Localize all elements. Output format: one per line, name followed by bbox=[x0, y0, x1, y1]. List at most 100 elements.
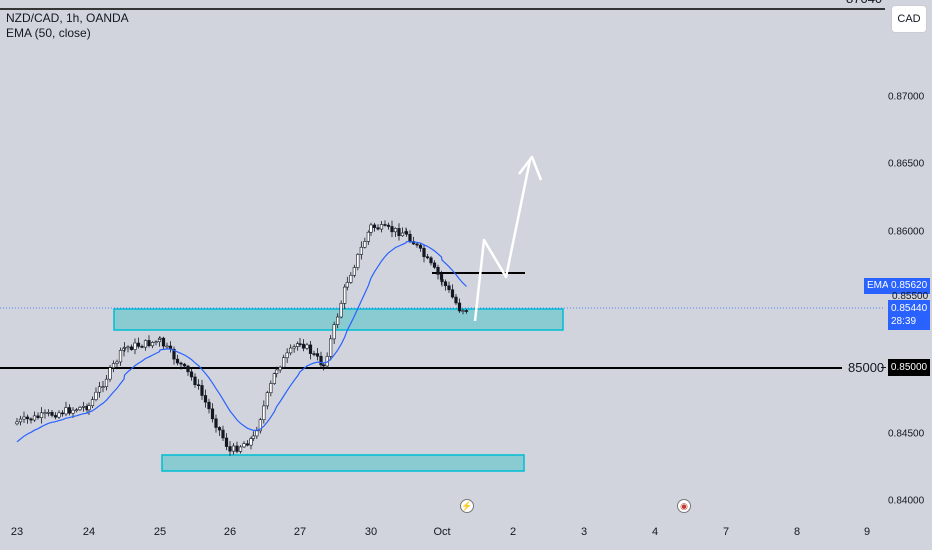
time-tick: 26 bbox=[223, 526, 237, 538]
candle-body bbox=[154, 341, 158, 344]
price-tick: 0.84500 bbox=[888, 428, 925, 440]
time-tick: 23 bbox=[10, 526, 24, 538]
candle-body bbox=[376, 227, 380, 230]
candle-body bbox=[332, 324, 336, 340]
time-tick: 7 bbox=[722, 526, 730, 538]
time-tick: 2 bbox=[509, 526, 517, 538]
candle-body bbox=[393, 228, 398, 233]
candle-body bbox=[64, 407, 68, 415]
candle-body bbox=[29, 418, 33, 421]
level-label-tick bbox=[881, 367, 886, 368]
candle-body bbox=[352, 267, 356, 276]
candle-body bbox=[179, 362, 183, 365]
candle-body bbox=[74, 409, 79, 412]
candle-body bbox=[242, 443, 246, 448]
price-tick: 0.87000 bbox=[888, 91, 925, 103]
candle-body bbox=[129, 346, 134, 350]
candle-body bbox=[60, 412, 65, 415]
candle-body bbox=[104, 378, 109, 387]
lightning-icon[interactable]: ⚡ bbox=[460, 499, 474, 513]
candle-body bbox=[366, 231, 370, 242]
candle-body bbox=[285, 352, 289, 358]
level-price-tag: 0.85000 bbox=[888, 359, 930, 376]
time-tick: 30 bbox=[364, 526, 378, 538]
currency-button[interactable]: CAD bbox=[891, 5, 927, 33]
candle-body bbox=[275, 369, 279, 374]
candle-body bbox=[175, 358, 180, 364]
candle-body bbox=[369, 224, 373, 233]
candle-body bbox=[349, 275, 353, 283]
candle-body bbox=[210, 408, 215, 420]
candle-body bbox=[108, 367, 112, 380]
price-tick: 0.86000 bbox=[888, 226, 925, 238]
candle-body bbox=[432, 262, 437, 268]
candle-body bbox=[379, 224, 384, 230]
candle-body bbox=[329, 338, 333, 357]
symbol-title[interactable]: NZD/CAD, 1h, OANDA bbox=[6, 11, 129, 25]
candle-body bbox=[111, 363, 116, 368]
candle-body bbox=[67, 407, 72, 414]
candle-body bbox=[265, 392, 269, 407]
candle-body bbox=[372, 224, 377, 228]
last-price-value: 0.85440 bbox=[891, 303, 928, 314]
candle-body bbox=[383, 224, 387, 226]
demand-zone-lower[interactable] bbox=[161, 454, 525, 472]
candle-body bbox=[115, 361, 119, 364]
price-tick: 0.84000 bbox=[888, 495, 925, 507]
candle-body bbox=[298, 343, 302, 345]
candle-body bbox=[386, 224, 391, 227]
time-tick: 4 bbox=[651, 526, 659, 538]
candle-body bbox=[203, 395, 208, 403]
candle-body bbox=[322, 364, 326, 367]
candle-body bbox=[282, 357, 286, 368]
candle-body bbox=[461, 310, 465, 312]
candle-body bbox=[140, 346, 144, 348]
candle-body bbox=[464, 310, 469, 312]
candle-body bbox=[57, 412, 61, 418]
candle-body bbox=[186, 365, 190, 373]
candle-body bbox=[39, 412, 44, 418]
time-tick: 27 bbox=[293, 526, 307, 538]
time-tick: Oct bbox=[433, 526, 451, 538]
last-price-tag: 0.85440 28:39 bbox=[888, 300, 930, 330]
candle-body bbox=[161, 337, 166, 347]
projection-arrowhead bbox=[518, 155, 543, 181]
candle-body bbox=[447, 285, 451, 291]
flag-icon[interactable]: ◉ bbox=[677, 499, 691, 513]
candle-body bbox=[189, 371, 194, 378]
candle-body bbox=[46, 412, 51, 414]
candle-body bbox=[269, 383, 273, 394]
candle-body bbox=[278, 366, 282, 371]
candle-body bbox=[143, 340, 148, 348]
candle-body bbox=[126, 346, 130, 349]
candle-body bbox=[228, 446, 232, 452]
projection-arrow[interactable] bbox=[473, 159, 532, 322]
symbol-legend[interactable]: NZD/CAD, 1h, OANDA EMA (50, close) bbox=[6, 11, 129, 41]
candle-body bbox=[71, 409, 75, 414]
candle-body bbox=[390, 226, 394, 233]
candle-body bbox=[158, 337, 162, 340]
ema-tag-value: 0.85620 bbox=[888, 278, 931, 294]
candle-body bbox=[118, 350, 123, 363]
candle-body bbox=[193, 376, 197, 386]
hidden-price-label: 0.85500 bbox=[892, 291, 929, 302]
candle-body bbox=[400, 232, 405, 237]
candle-body bbox=[450, 289, 455, 298]
level-label[interactable]: 85000 bbox=[848, 360, 885, 375]
price-tick: 0.86500 bbox=[888, 158, 925, 170]
candle-body bbox=[292, 346, 296, 349]
candle-body bbox=[345, 282, 349, 288]
candle-body bbox=[301, 343, 306, 349]
time-tick: 9 bbox=[863, 526, 871, 538]
time-tick: 3 bbox=[580, 526, 588, 538]
candle-body bbox=[217, 427, 222, 431]
candle-body bbox=[78, 407, 82, 411]
candle-body bbox=[296, 343, 300, 347]
candle-body bbox=[22, 416, 26, 420]
indicator-legend[interactable]: EMA (50, close) bbox=[6, 26, 91, 40]
candle-body bbox=[87, 405, 91, 411]
candle-body bbox=[457, 302, 462, 312]
candle-body bbox=[147, 340, 151, 347]
candle-body bbox=[315, 353, 320, 357]
